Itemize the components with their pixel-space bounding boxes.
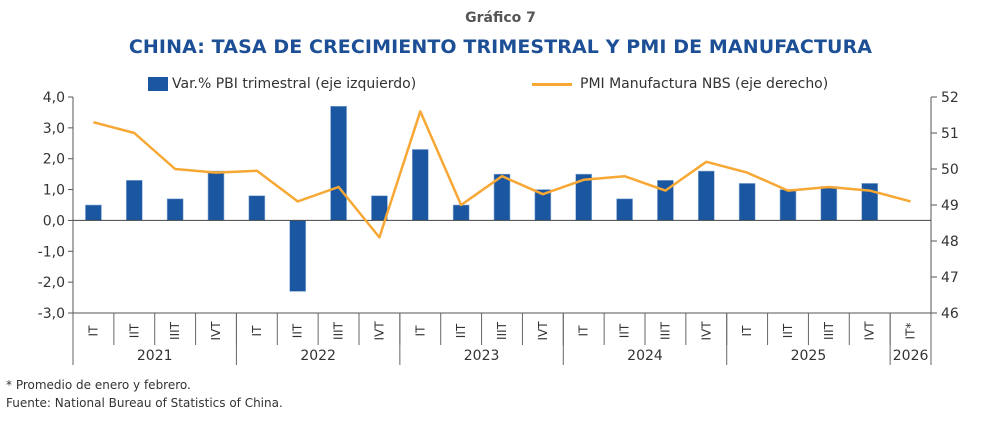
quarter-label: IIT [291, 323, 305, 338]
bar-gdp [289, 220, 307, 292]
quarter-label: IT [577, 325, 591, 337]
bar-gdp [248, 195, 266, 221]
quarter-label: IIIT [168, 321, 182, 340]
year-label: 2025 [791, 348, 827, 364]
legend-swatch-line [532, 82, 572, 86]
right-axis-tick-label: 47 [941, 270, 959, 286]
bar-gdp [207, 170, 225, 221]
quarter-label: IT* [904, 323, 918, 340]
left-axis-tick-label: 3,0 [43, 121, 65, 137]
quarter-label: IIIT [822, 321, 836, 340]
bar-gdp [452, 204, 470, 221]
year-label: 2026 [893, 348, 929, 364]
bar-gdp [738, 183, 756, 221]
quarter-label: IIT [127, 323, 141, 338]
quarter-label: IIT [781, 323, 795, 338]
bar-gdp [616, 198, 633, 221]
quarter-label: IT [413, 325, 427, 337]
bar-gdp [697, 170, 715, 221]
quarter-label: IT [86, 325, 100, 337]
left-axis-tick-label: -1,0 [38, 244, 65, 260]
chart-title: CHINA: TASA DE CRECIMIENTO TRIMESTRAL Y … [128, 36, 873, 58]
right-axis-tick-label: 51 [941, 126, 959, 142]
right-axis-tick-label: 48 [941, 234, 959, 250]
bar-gdp [820, 186, 838, 221]
right-axis-tick-label: 50 [941, 162, 959, 178]
quarter-label: IT [740, 325, 754, 337]
quarter-label: IVT [699, 321, 713, 341]
legend-label-gdp: Var.% PBI trimestral (eje izquierdo) [172, 76, 417, 92]
quarter-label: IVT [863, 321, 877, 341]
right-axis-tick-label: 46 [941, 306, 959, 322]
quarter-label: IIIT [495, 321, 509, 340]
right-axis-tick-label: 49 [941, 198, 959, 214]
quarter-label: IIT [454, 323, 468, 338]
chart-subtitle: Gráfico 7 [465, 10, 536, 26]
bar-gdp [411, 149, 429, 221]
year-label: 2023 [464, 348, 500, 364]
bar-gdp [330, 105, 347, 221]
left-axis-tick-label: -2,0 [38, 275, 65, 291]
left-axis-tick-label: 0,0 [43, 213, 65, 229]
bar-gdp [125, 180, 143, 221]
quarter-label: IT [250, 325, 264, 337]
footnote-source: Fuente: National Bureau of Statistics of… [6, 396, 283, 410]
footnote-note: * Promedio de enero y febrero. [6, 378, 191, 392]
quarter-label: IIIT [658, 321, 672, 340]
left-axis-tick-label: -3,0 [38, 306, 65, 322]
bar-gdp [779, 189, 797, 221]
quarter-label: IIT [618, 323, 632, 338]
legend-item-pmi: PMI Manufactura NBS (eje derecho) [532, 76, 828, 92]
left-axis-tick-label: 2,0 [43, 152, 65, 168]
legend-label-pmi: PMI Manufactura NBS (eje derecho) [580, 76, 829, 92]
quarter-label: IVT [209, 321, 223, 341]
year-label: 2024 [627, 348, 663, 364]
right-axis-tick-label: 52 [941, 90, 959, 106]
left-axis-tick-label: 1,0 [43, 183, 65, 199]
quarter-label: IVT [536, 321, 550, 341]
quarter-label: IIIT [332, 321, 346, 340]
left-axis-tick-label: 4,0 [43, 90, 65, 106]
legend-swatch-bar [148, 77, 168, 91]
quarter-label: IVT [372, 321, 386, 341]
year-label: 2021 [137, 348, 173, 364]
year-label: 2022 [300, 348, 336, 364]
bar-gdp [85, 204, 102, 221]
bar-gdp [166, 198, 184, 221]
legend-item-gdp: Var.% PBI trimestral (eje izquierdo) [148, 76, 416, 92]
